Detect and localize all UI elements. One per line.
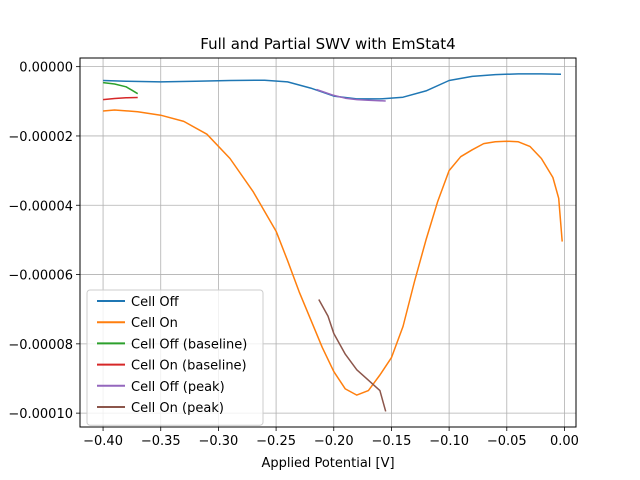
- x-tick-label: −0.35: [141, 434, 181, 449]
- series-line-cell-on-baseline: [103, 96, 138, 101]
- plot-frame: [79, 57, 577, 428]
- y-tick-label: −0.00002: [8, 130, 73, 145]
- legend-box: [86, 289, 264, 426]
- legend-label-cell-off-peak: Cell Off (peak): [131, 380, 225, 395]
- legend: Cell Off Cell On Cell Off (baseline) Cell O…: [86, 289, 264, 426]
- x-tick-label: −0.30: [198, 434, 238, 449]
- tick-layer: −0.40 −0.35 −0.30 −0.25 −0.20 −0.15 −0.10 −0.05…: [8, 61, 579, 449]
- y-tick-label: −0.00004: [8, 199, 73, 214]
- series-line-cell-on-peak: [318, 299, 387, 412]
- legend-label-cell-off: Cell Off: [131, 295, 180, 310]
- y-tick-label: −0.00010: [8, 407, 73, 422]
- series-layer: [103, 73, 563, 412]
- x-tick-label: −0.20: [314, 434, 354, 449]
- series-line-cell-off-baseline: [103, 81, 139, 95]
- series-line-cell-on: [103, 109, 563, 396]
- x-tick-label: −0.15: [372, 434, 412, 449]
- x-tick-label: −0.25: [256, 434, 296, 449]
- legend-label-cell-on: Cell On: [131, 316, 178, 331]
- grid-layer: [80, 58, 576, 427]
- series-line-cell-off-peak: [316, 88, 386, 102]
- x-tick-label: 0.00: [550, 434, 579, 449]
- legend-label-cell-off-baseline: Cell Off (baseline): [131, 337, 247, 352]
- y-tick-label: 0.00000: [19, 61, 73, 76]
- x-axis-label: Applied Potential [V]: [261, 456, 394, 471]
- y-tick-label: −0.00008: [8, 338, 73, 353]
- x-tick-label: −0.05: [487, 434, 527, 449]
- chart-title: Full and Partial SWV with EmStat4: [200, 35, 455, 53]
- y-tick-label: −0.00006: [8, 269, 73, 284]
- x-tick-label: −0.40: [83, 434, 123, 449]
- x-tick-label: −0.10: [429, 434, 469, 449]
- legend-label-cell-on-baseline: Cell On (baseline): [131, 359, 247, 374]
- legend-label-cell-on-peak: Cell On (peak): [131, 401, 224, 416]
